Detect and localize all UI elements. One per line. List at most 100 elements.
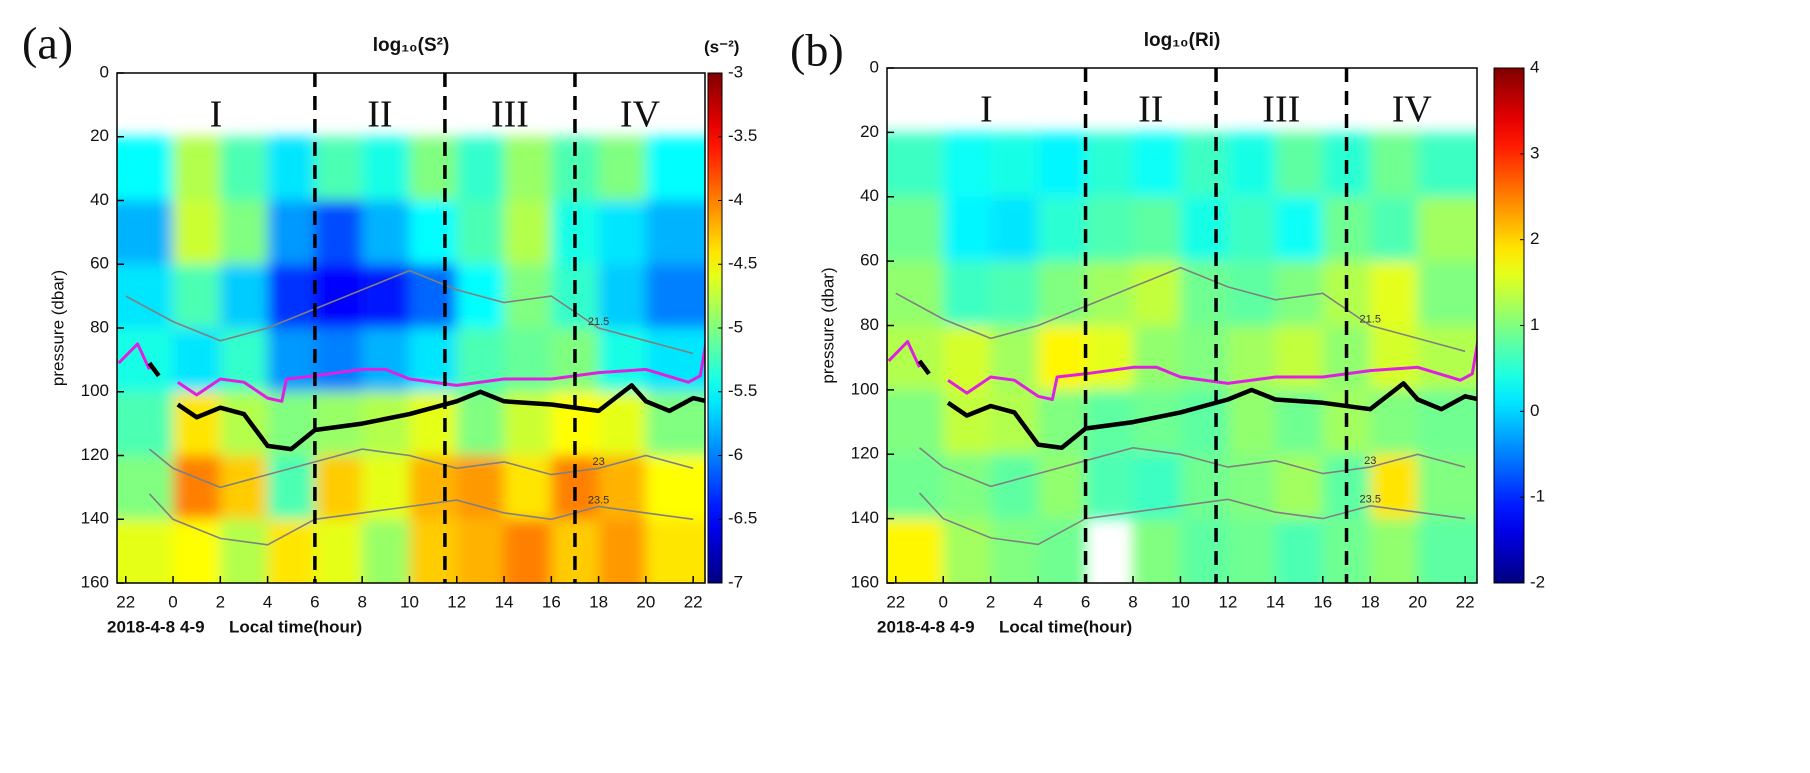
heatmap-cell bbox=[220, 391, 268, 456]
y-tick-label: 100 bbox=[851, 379, 879, 398]
contour-label: 21.5 bbox=[1360, 313, 1381, 325]
y-tick-label: 100 bbox=[81, 381, 109, 400]
contour-line bbox=[918, 446, 1466, 488]
heatmap-cell bbox=[645, 136, 705, 201]
profile-line bbox=[117, 339, 705, 403]
heatmap-cell bbox=[362, 328, 410, 392]
heatmap-cell bbox=[362, 200, 410, 265]
x-tick-label: 0 bbox=[168, 592, 177, 611]
colorbar-tick-label: 1 bbox=[1530, 315, 1539, 334]
heatmap-cell bbox=[173, 391, 221, 456]
heatmap-cell bbox=[267, 136, 315, 201]
heatmap-cell bbox=[1370, 261, 1418, 326]
heatmap-cell bbox=[1275, 454, 1323, 519]
y-tick-label: 80 bbox=[860, 315, 879, 334]
heatmap-cell bbox=[598, 136, 646, 201]
heatmap-cell bbox=[362, 519, 410, 583]
heatmap-cells bbox=[117, 136, 705, 583]
heatmap-cell bbox=[990, 132, 1039, 197]
heatmap-cell bbox=[1417, 132, 1477, 197]
heatmap-cell bbox=[1038, 196, 1086, 262]
heatmap-cell bbox=[456, 200, 505, 265]
x-tick-label: 14 bbox=[1266, 592, 1285, 611]
x-tick-label: 20 bbox=[1408, 592, 1427, 611]
heatmap-cell bbox=[1370, 132, 1418, 197]
colorbar-tick-label: 0 bbox=[1530, 401, 1539, 420]
y-tick-label: 140 bbox=[81, 509, 109, 528]
heatmap-cell bbox=[645, 200, 705, 265]
x-tick-label: 4 bbox=[263, 592, 272, 611]
heatmap-cell bbox=[1085, 325, 1134, 390]
heatmap-cell bbox=[504, 328, 552, 392]
x-tick-label: 22 bbox=[684, 592, 703, 611]
heatmap-cell bbox=[887, 196, 944, 262]
heatmap-cell bbox=[887, 389, 944, 455]
x-axis-label: Local time(hour) bbox=[999, 617, 1132, 636]
heatmap-cell bbox=[943, 389, 991, 455]
heatmap-cell bbox=[1085, 454, 1134, 519]
region-label: IV bbox=[1392, 89, 1433, 131]
heatmap: 21.5 23 23.5 bbox=[117, 136, 705, 583]
heatmap-cell bbox=[1133, 261, 1181, 326]
heatmap-cell bbox=[409, 200, 457, 265]
x-axis-label: 2018-4-8 bbox=[877, 617, 945, 636]
y-tick-label: 20 bbox=[860, 122, 879, 141]
heatmap-cell bbox=[645, 519, 705, 583]
heatmap-cell bbox=[267, 264, 315, 328]
x-tick-label: 16 bbox=[1313, 592, 1332, 611]
heatmap-cell bbox=[645, 455, 705, 520]
heatmap-cell bbox=[598, 328, 646, 392]
heatmap-cell bbox=[1038, 261, 1086, 326]
heatmap-cell bbox=[456, 391, 505, 456]
region-label: II bbox=[1138, 89, 1163, 131]
heatmap-cell bbox=[314, 136, 363, 201]
y-tick-label: 0 bbox=[100, 62, 109, 81]
contour-label: 23 bbox=[1364, 455, 1376, 467]
x-tick-label: 16 bbox=[542, 592, 561, 611]
heatmap-cell bbox=[267, 200, 315, 265]
x-tick-label: 6 bbox=[1081, 592, 1090, 611]
contour-label: 23.5 bbox=[1360, 494, 1381, 506]
contour-line bbox=[148, 448, 694, 489]
heatmap-cell bbox=[1275, 325, 1323, 390]
heatmap-cell bbox=[887, 518, 944, 583]
heatmap-cell bbox=[1275, 132, 1323, 197]
contour-label: 21.5 bbox=[588, 316, 609, 328]
heatmap-cell bbox=[1180, 196, 1228, 262]
heatmap-cell bbox=[645, 391, 705, 456]
heatmap: 21.5 23 23.5 bbox=[887, 132, 1477, 583]
heatmap-cell bbox=[173, 136, 221, 201]
colorbar-tick-label: -5.5 bbox=[728, 381, 757, 400]
heatmap-cell bbox=[1180, 518, 1228, 583]
region-label: II bbox=[367, 94, 392, 136]
heatmap-cell bbox=[598, 200, 646, 265]
heatmap-cell bbox=[1275, 518, 1323, 583]
y-tick-label: 60 bbox=[860, 251, 879, 270]
heatmap-cell bbox=[456, 455, 505, 520]
heatmap-cell bbox=[1180, 132, 1228, 197]
heatmap-cell bbox=[990, 389, 1039, 455]
x-tick-label: 8 bbox=[1128, 592, 1137, 611]
heatmap-cell bbox=[1417, 454, 1477, 519]
contour-line bbox=[125, 269, 694, 355]
heatmap-cell bbox=[943, 325, 991, 390]
x-tick-label: 14 bbox=[495, 592, 514, 611]
y-tick-label: 0 bbox=[870, 57, 879, 76]
heatmap-cell bbox=[598, 391, 646, 456]
region-label: IV bbox=[620, 94, 661, 136]
y-tick-label: 160 bbox=[81, 572, 109, 591]
x-tick-label: 2 bbox=[216, 592, 225, 611]
heatmap-cell bbox=[645, 328, 705, 392]
heatmap-cell bbox=[598, 264, 646, 328]
heatmap-cell bbox=[1180, 454, 1228, 519]
x-axis-label: 4-9 bbox=[950, 617, 975, 636]
region-label: I bbox=[980, 89, 993, 131]
heatmap-cell bbox=[990, 518, 1039, 583]
heatmap-cell bbox=[117, 136, 174, 201]
panel-label: (a) bbox=[22, 18, 73, 69]
heatmap-cell bbox=[504, 136, 552, 201]
colorbar-tick-label: -3.5 bbox=[728, 126, 757, 145]
heatmap-cell bbox=[1180, 261, 1228, 326]
colorbar-tick-label: 2 bbox=[1530, 229, 1539, 248]
x-tick-label: 18 bbox=[1361, 592, 1380, 611]
